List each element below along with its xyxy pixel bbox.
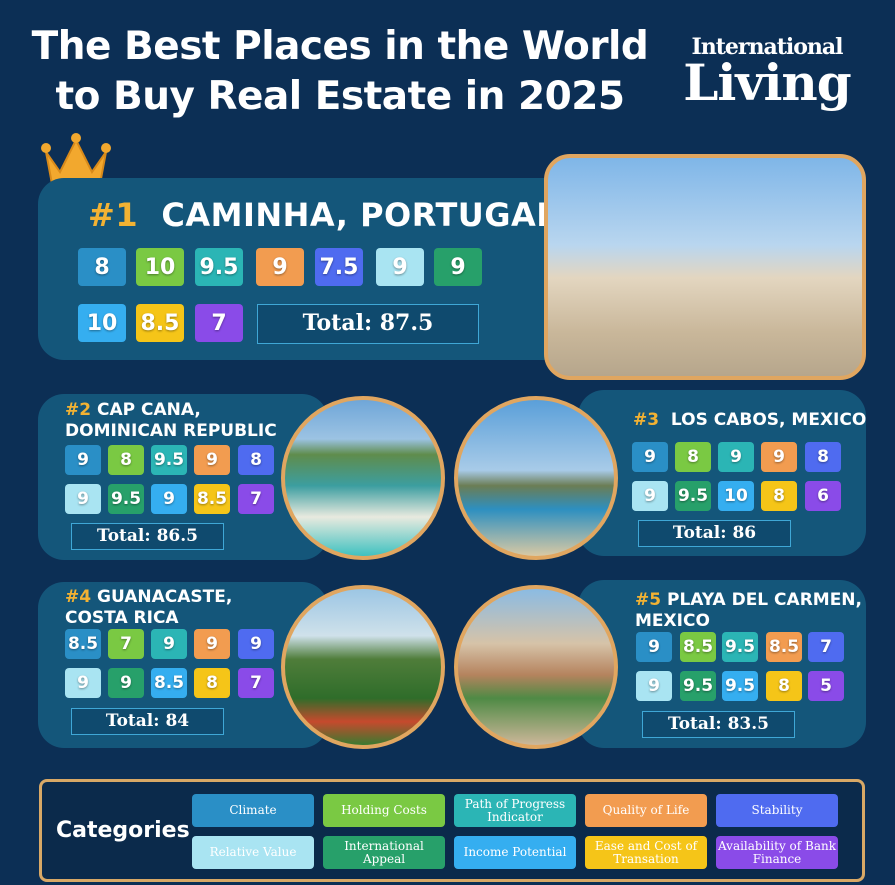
score-tile: 9	[65, 484, 101, 514]
score-tile: 8	[238, 445, 274, 475]
place-1-title: #1 CAMINHA, PORTUGAL	[88, 196, 558, 234]
place-4-total: Total: 84	[71, 708, 224, 735]
guanacaste-photo	[281, 585, 445, 749]
score-tile: 9.5	[151, 445, 187, 475]
place-1-total: Total: 87.5	[257, 304, 479, 344]
score-tile: 9	[151, 629, 187, 659]
score-tile: 8.5	[151, 668, 187, 698]
score-tile: 9	[632, 481, 668, 511]
place-2-total: Total: 86.5	[71, 523, 224, 550]
score-tile: 9.5	[722, 632, 758, 662]
score-tile: 8	[78, 248, 126, 286]
category-5: Relative Value	[192, 836, 314, 869]
score-tile: 8	[761, 481, 797, 511]
place-3-total: Total: 86	[638, 520, 791, 547]
category-4: Stability	[716, 794, 838, 827]
score-tile: 8	[805, 442, 841, 472]
score-tile: 8	[194, 668, 230, 698]
score-tile: 9	[636, 671, 672, 701]
score-tile: 8.5	[766, 632, 802, 662]
score-tile: 9	[108, 668, 144, 698]
place-2-title: #2 CAP CANA, DOMINICAN REPUBLIC	[65, 400, 277, 441]
score-tile: 7	[238, 484, 274, 514]
score-tile: 5	[808, 671, 844, 701]
score-tile: 9	[256, 248, 304, 286]
score-tile: 8.5	[65, 629, 101, 659]
score-tile: 9	[434, 248, 482, 286]
score-tile: 7.5	[315, 248, 363, 286]
score-tile: 6	[805, 481, 841, 511]
score-tile: 10	[718, 481, 754, 511]
caminha-photo	[544, 154, 866, 380]
playa-del-carmen-photo	[454, 585, 618, 749]
cap-cana-photo	[281, 396, 445, 560]
score-tile: 8	[108, 445, 144, 475]
score-tile: 9	[718, 442, 754, 472]
category-7: Income Potential	[454, 836, 576, 869]
place-5-total: Total: 83.5	[642, 711, 795, 738]
score-tile: 9	[636, 632, 672, 662]
place-4-title: #4 GUANACASTE, COSTA RICA	[65, 587, 233, 628]
place-5-title: #5 PLAYA DEL CARMEN, MEXICO	[635, 590, 862, 631]
score-tile: 7	[108, 629, 144, 659]
score-tile: 9.5	[195, 248, 243, 286]
score-tile: 9	[761, 442, 797, 472]
category-8: Ease and Cost of Transation	[585, 836, 707, 869]
score-tile: 9	[65, 445, 101, 475]
category-1: Holding Costs	[323, 794, 445, 827]
place-3-title: #3 LOS CABOS, MEXICO	[633, 410, 867, 430]
page-title: The Best Places in the World to Buy Real …	[31, 24, 649, 119]
score-tile: 9	[194, 629, 230, 659]
score-tile: 8.5	[680, 632, 716, 662]
category-3: Quality of Life	[585, 794, 707, 827]
score-tile: 7	[238, 668, 274, 698]
score-tile: 7	[195, 304, 243, 342]
score-tile: 10	[78, 304, 126, 342]
score-tile: 9.5	[108, 484, 144, 514]
score-tile: 9	[65, 668, 101, 698]
score-tile: 8.5	[136, 304, 184, 342]
score-tile: 9	[151, 484, 187, 514]
category-2: Path of Progress Indicator	[454, 794, 576, 827]
legend-title: Categories	[56, 818, 190, 843]
score-tile: 9	[194, 445, 230, 475]
score-tile: 9.5	[680, 671, 716, 701]
international-living-logo: International Living	[683, 34, 852, 112]
score-tile: 8	[675, 442, 711, 472]
score-tile: 10	[136, 248, 184, 286]
score-tile: 9	[238, 629, 274, 659]
score-tile: 9	[632, 442, 668, 472]
score-tile: 9	[376, 248, 424, 286]
score-tile: 8.5	[194, 484, 230, 514]
category-6: International Appeal	[323, 836, 445, 869]
score-tile: 7	[808, 632, 844, 662]
los-cabos-photo	[454, 396, 618, 560]
score-tile: 8	[766, 671, 802, 701]
category-0: Climate	[192, 794, 314, 827]
categories-legend: Categories Climate Holding Costs Path of P…	[39, 779, 865, 882]
category-9: Availability of Bank Finance	[716, 836, 838, 869]
score-tile: 9.5	[722, 671, 758, 701]
score-tile: 9.5	[675, 481, 711, 511]
